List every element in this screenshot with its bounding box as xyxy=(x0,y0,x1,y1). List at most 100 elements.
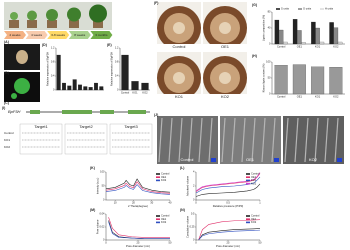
pot xyxy=(27,20,37,28)
y-axis-label: Relative expression of BpF5H xyxy=(110,52,114,86)
y-tick-label: 0.8 xyxy=(51,60,55,64)
cell-wall xyxy=(261,117,266,163)
bar xyxy=(283,41,288,45)
bar xyxy=(78,84,82,91)
x-axis-label: Pore diameter (nm) xyxy=(216,244,240,248)
legend-swatch xyxy=(246,179,250,182)
panel-label: (E) xyxy=(107,43,112,47)
panel-label: (B) xyxy=(4,71,9,75)
cell-wall xyxy=(221,117,226,163)
y-tick-label: 80 xyxy=(268,10,271,14)
legend-label: KO1 xyxy=(251,178,257,182)
wood-pith xyxy=(173,22,185,34)
exon xyxy=(62,110,92,114)
pot xyxy=(9,20,19,28)
legend-swatch xyxy=(246,176,250,178)
panel-label: (K) xyxy=(90,166,95,170)
exon xyxy=(30,110,40,114)
micrograph-label: OE1 xyxy=(246,157,255,162)
legend-label: KO2 xyxy=(251,220,257,224)
y-tick-label: 40 xyxy=(268,26,271,30)
bar xyxy=(56,54,61,91)
panel-label: (N) xyxy=(180,208,185,212)
series-line xyxy=(198,229,261,241)
y-tick-label: 0 xyxy=(193,198,195,202)
panel-label: (G) xyxy=(252,3,257,7)
series-line xyxy=(108,221,170,239)
x-tick-label: KO2 xyxy=(333,95,339,99)
bar xyxy=(315,27,320,45)
bar xyxy=(94,82,98,91)
line-label: KO2 xyxy=(4,145,10,149)
y-tick-label: 0 xyxy=(269,92,271,96)
x-tick-label: 50 xyxy=(259,241,262,245)
x-tick-label: 25 xyxy=(227,241,230,245)
cell-wall xyxy=(231,117,236,163)
panel-label: (C) xyxy=(4,101,9,105)
target-label: Target2 xyxy=(79,124,93,129)
y-tick-label: 100 xyxy=(266,60,271,64)
bar xyxy=(62,82,66,91)
cell-wall xyxy=(294,117,299,163)
x-axis-label: 2 Theta(degree) xyxy=(128,204,148,208)
x-axis-label: Relative pressure (P/P0) xyxy=(213,204,244,208)
x-axis-label: Pore diameter (nm) xyxy=(126,244,150,248)
section-label: KO1 xyxy=(175,94,184,99)
legend-swatch xyxy=(298,8,302,10)
bar xyxy=(333,27,339,45)
legend-label: Control xyxy=(161,172,170,176)
x-tick-label: OE1 xyxy=(297,95,303,99)
series-line xyxy=(105,178,171,193)
legend-label: S units xyxy=(281,7,290,11)
legend-swatch xyxy=(156,179,160,182)
legend-label: KO2 xyxy=(161,178,167,182)
target-label: Target3 xyxy=(124,124,138,129)
wood-pith xyxy=(219,22,231,34)
bar xyxy=(311,66,325,95)
y-axis-label: Relative expression of BpF5H xyxy=(46,52,50,86)
legend-label: Control xyxy=(161,214,170,218)
pot xyxy=(69,20,79,28)
y-axis-label: Klason lignin content (%) xyxy=(262,64,266,93)
legend-label: OE1 xyxy=(161,175,167,179)
series-line xyxy=(195,172,261,192)
section-label: KO2 xyxy=(221,94,230,99)
y-tick-label: 50 xyxy=(268,76,271,80)
panel-label: (L) xyxy=(180,166,184,170)
y-tick-label: 1.2 xyxy=(115,46,119,50)
cell-wall xyxy=(334,117,339,163)
y-tick-label: 2 xyxy=(193,184,195,188)
bar xyxy=(88,87,93,91)
x-tick-label: 40 xyxy=(169,201,172,205)
target-label: Target1 xyxy=(34,124,48,129)
x-tick-label: 10 xyxy=(114,201,117,205)
legend-label: KO2 xyxy=(161,220,167,224)
bar xyxy=(67,85,72,91)
x-tick-label: KO2 xyxy=(333,45,339,49)
legend-swatch xyxy=(246,218,250,220)
y-tick-label: 0.25 xyxy=(189,225,195,229)
y-tick-label: 100 xyxy=(100,170,105,174)
series-line xyxy=(195,176,261,194)
stage-label: 6-8 weeks xyxy=(51,33,65,37)
series-line xyxy=(195,173,261,192)
cell-wall xyxy=(208,117,213,163)
x-tick-label: KO2 xyxy=(142,91,148,95)
legend-swatch xyxy=(320,8,324,10)
legend-swatch xyxy=(156,173,160,175)
legend-label: OE1 xyxy=(251,217,257,221)
bar xyxy=(83,86,88,91)
series-line xyxy=(195,183,261,197)
cell-wall xyxy=(168,117,173,163)
bar xyxy=(131,81,139,91)
x-tick-label: 25 xyxy=(137,241,140,245)
bar xyxy=(311,21,316,45)
stage-label: 3 months xyxy=(95,33,108,37)
exon xyxy=(100,110,114,114)
y-tick-label: 0 xyxy=(103,198,105,202)
scale-mark xyxy=(211,158,216,162)
x-tick-label: 0 xyxy=(105,241,107,245)
label-bg xyxy=(157,44,201,50)
